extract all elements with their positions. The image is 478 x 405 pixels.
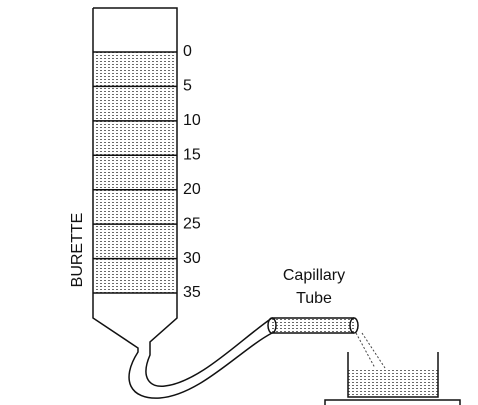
scale-label: 35 — [183, 284, 201, 301]
capillary-tube — [272, 317, 354, 334]
capillary-label: Capillary — [283, 267, 345, 284]
capillary-end — [267, 317, 277, 334]
burette-outline-right — [93, 7, 273, 387]
capillary-liquid — [272, 318, 354, 333]
burette-label: BURETTE — [69, 213, 86, 288]
drip — [355, 332, 386, 369]
beaker — [347, 352, 439, 398]
scale-label: 30 — [183, 250, 201, 267]
scale-label: 0 — [183, 43, 192, 60]
scale-label: 15 — [183, 147, 201, 164]
scale-label: 5 — [183, 78, 192, 95]
liquid — [94, 52, 176, 293]
capillary-label: Tube — [296, 290, 332, 307]
scale-label: 10 — [183, 112, 201, 129]
scale: 0 5 10 15 20 25 30 35 — [93, 43, 201, 301]
beaker-liquid — [348, 370, 438, 396]
base — [324, 399, 461, 405]
scale-label: 20 — [183, 181, 201, 198]
scale-label: 25 — [183, 215, 201, 232]
burette-outline-left — [92, 8, 273, 399]
capillary-end — [349, 317, 359, 334]
